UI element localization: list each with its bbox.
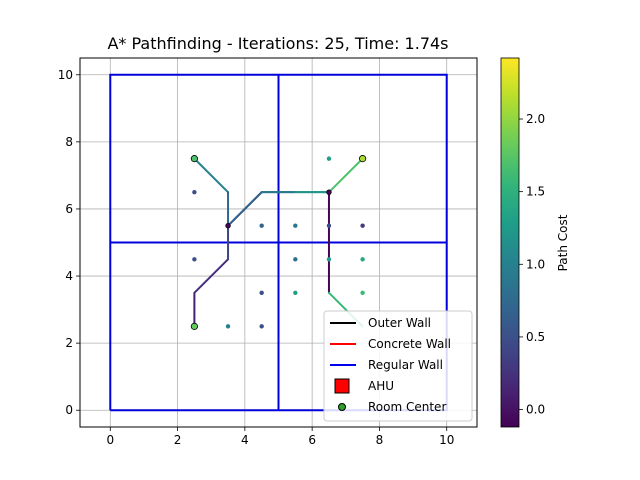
chart-title: A* Pathfinding - Iterations: 25, Time: 1… [107,34,448,53]
explored-node [192,257,197,262]
plot-area: 0 2 4 6 8 10 0 2 4 6 8 10 [58,57,478,447]
path-segment [327,157,364,194]
x-tick-label: 8 [376,433,384,447]
explored-node [293,223,298,228]
colorbar-scale [500,57,520,428]
y-tick-label: 4 [65,269,73,283]
explored-node [360,290,365,296]
path-segment [193,258,230,294]
axes-frame [79,57,478,428]
legend-square-swatch [334,378,350,394]
explored-node [326,223,332,228]
x-tick-label: 6 [308,433,316,447]
colorbar-label: Path Cost [556,214,570,271]
legend-label: Outer Wall [368,316,431,330]
legend-circle-swatch [338,403,346,411]
x-tick-label: 10 [439,433,454,447]
colorbar-tick-label: 1.0 [526,257,545,271]
room-center-marker [190,322,198,330]
path-segment [193,157,230,194]
colorbar-tick-label: 1.5 [526,185,545,199]
path-node [225,223,231,229]
explored-node [360,257,365,262]
legend-label: Regular Wall [368,358,443,372]
path-node [326,189,332,195]
room-center-marker [359,155,367,163]
y-tick-label: 8 [65,135,73,149]
x-tick-label: 4 [241,433,249,447]
explored-node [259,223,264,228]
y-tick-label: 10 [58,68,73,82]
colorbar-tick-label: 2.0 [526,112,545,126]
legend: Outer Wall Concrete Wall Regular Wall AHU Ro… [323,310,473,422]
y-tick-label: 2 [65,336,73,350]
legend-label: Room Center [368,400,446,414]
explored-node [326,257,332,262]
x-tick-label: 2 [174,433,182,447]
explored-node [259,290,264,296]
explored-node [225,324,231,329]
explored-node [259,324,264,329]
x-tick-label: 0 [106,433,114,447]
explored-node [293,257,298,262]
explored-node [360,223,365,228]
room-center-marker [190,155,198,163]
colorbar-tick-label: 0.0 [526,403,545,417]
explored-node [326,156,332,161]
legend-label: AHU [368,379,394,393]
colorbar: 0.0 0.5 1.0 1.5 2.0 Path Cost [500,57,570,428]
explored-node [293,290,298,296]
y-tick-label: 0 [65,403,73,417]
legend-box [323,310,473,422]
explored-node [192,189,197,195]
path-segment [227,191,263,227]
colorbar-tick-label: 0.5 [526,330,545,344]
legend-label: Concrete Wall [368,337,451,351]
y-tick-label: 6 [65,202,73,216]
